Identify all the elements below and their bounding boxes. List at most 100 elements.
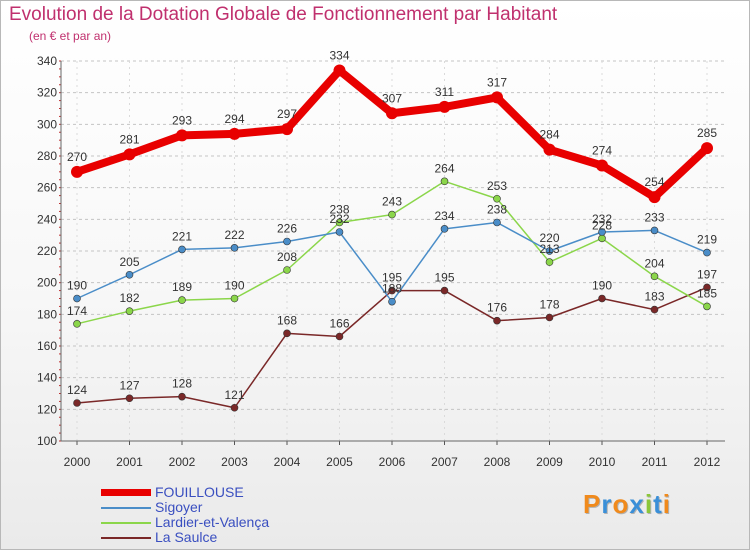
- data-label-lardier-et-valen-a: 238: [329, 203, 349, 217]
- data-label-lardier-et-valen-a: 182: [119, 291, 139, 305]
- data-point-lardier-et-valen-a: [493, 194, 501, 203]
- grid: [61, 60, 725, 442]
- x-tick-label: 2007: [431, 455, 458, 469]
- data-point-sigoyer: [178, 245, 186, 254]
- logo-letter: t: [653, 489, 663, 519]
- x-tick-label: 2010: [589, 455, 616, 469]
- data-point-sigoyer: [335, 228, 344, 236]
- data-point-lardier-et-valen-a: [230, 294, 239, 303]
- data-label-lardier-et-valen-a: 243: [382, 195, 402, 209]
- data-label-lardier-et-valen-a: 253: [487, 179, 507, 193]
- y-tick-label: 320: [37, 86, 57, 100]
- data-label-sigoyer: 234: [434, 209, 454, 223]
- y-tick-label: 120: [37, 402, 57, 416]
- data-label-la-saulce: 183: [644, 290, 664, 304]
- data-labels: 124 127 128 121 168 166 195 195 176 178 190 183 197 1…: [67, 49, 717, 402]
- y-tick-label: 200: [37, 276, 57, 290]
- data-label-fouillouse: 281: [119, 132, 139, 146]
- data-label-lardier-et-valen-a: 174: [67, 304, 87, 318]
- proxiti-logo: Proxiti: [583, 489, 671, 520]
- data-label-fouillouse: 311: [435, 85, 454, 99]
- data-point-lardier-et-valen-a: [388, 210, 396, 219]
- data-label-sigoyer: 219: [697, 233, 717, 247]
- x-tick-label: 2005: [326, 455, 353, 469]
- data-point-sigoyer: [388, 297, 396, 306]
- x-tick-label: 2006: [379, 455, 406, 469]
- data-label-sigoyer: 226: [277, 222, 297, 236]
- data-point-lardier-et-valen-a: [125, 307, 134, 315]
- y-tick-label: 140: [37, 371, 57, 385]
- y-tick-label: 240: [37, 212, 57, 226]
- data-label-la-saulce: 197: [697, 267, 717, 281]
- data-label-sigoyer: 188: [382, 282, 402, 296]
- data-point-lardier-et-valen-a: [703, 302, 711, 311]
- data-label-la-saulce: 168: [277, 313, 297, 327]
- logo-letter: i: [644, 489, 654, 519]
- data-label-la-saulce: 195: [382, 271, 402, 285]
- y-tick-label: 100: [37, 434, 57, 448]
- data-point-fouillouse: [71, 165, 83, 178]
- chart-title: Evolution de la Dotation Globale de Fonc…: [9, 4, 558, 25]
- legend-label: La Saulce: [155, 529, 218, 545]
- data-point-fouillouse: [438, 100, 451, 113]
- data-point-lardier-et-valen-a: [73, 320, 81, 328]
- data-label-lardier-et-valen-a: 264: [434, 161, 454, 175]
- data-label-la-saulce: 195: [434, 271, 454, 285]
- y-tick-label: 280: [37, 149, 57, 163]
- legend-label: Lardier-et-Valença: [155, 514, 270, 530]
- data-point-sigoyer: [493, 218, 501, 227]
- data-point-la-saulce: [73, 399, 81, 407]
- data-label-sigoyer: 232: [592, 212, 612, 226]
- x-tick-label: 2001: [116, 455, 143, 469]
- y-tick-label: 180: [37, 307, 57, 321]
- data-label-la-saulce: 124: [67, 383, 87, 397]
- data-point-fouillouse: [648, 191, 661, 204]
- data-point-la-saulce: [493, 316, 501, 325]
- data-label-fouillouse: 317: [487, 75, 507, 89]
- x-tick-label: 2002: [169, 455, 196, 469]
- data-label-lardier-et-valen-a: 208: [277, 250, 297, 264]
- legend-label: Sigoyer: [155, 499, 203, 515]
- data-label-la-saulce: 176: [487, 301, 507, 315]
- data-point-sigoyer: [650, 226, 659, 235]
- y-tick-label: 300: [37, 117, 57, 131]
- x-tick-label: 2011: [642, 455, 668, 469]
- legend-swatch: [101, 489, 151, 496]
- logo-letter: o: [612, 489, 630, 519]
- data-label-sigoyer: 190: [67, 279, 87, 293]
- data-point-fouillouse: [333, 64, 346, 77]
- y-tick-label: 160: [37, 339, 57, 353]
- logo-letter: i: [662, 489, 671, 519]
- data-label-fouillouse: 254: [644, 175, 664, 189]
- data-point-la-saulce: [178, 392, 186, 401]
- data-point-la-saulce: [703, 283, 711, 292]
- x-tick-label: 2000: [64, 455, 91, 469]
- data-label-fouillouse: 285: [697, 126, 717, 140]
- data-point-sigoyer: [283, 237, 291, 246]
- data-label-sigoyer: 205: [119, 255, 139, 269]
- data-point-sigoyer: [703, 248, 711, 257]
- y-tick-label: 260: [37, 181, 57, 195]
- data-point-la-saulce: [125, 394, 134, 403]
- data-label-fouillouse: 274: [592, 144, 612, 158]
- data-label-fouillouse: 334: [329, 49, 349, 63]
- data-label-fouillouse: 307: [382, 91, 402, 105]
- data-label-sigoyer: 222: [224, 228, 244, 242]
- chart-subtitle: (en € et par an): [29, 29, 112, 43]
- data-label-lardier-et-valen-a: 228: [592, 218, 612, 232]
- data-point-sigoyer: [125, 270, 134, 279]
- x-tick-label: 2004: [274, 455, 301, 469]
- data-point-fouillouse: [386, 107, 398, 120]
- data-point-lardier-et-valen-a: [283, 266, 291, 274]
- data-point-la-saulce: [335, 332, 344, 341]
- data-point-fouillouse: [491, 91, 503, 104]
- data-point-lardier-et-valen-a: [545, 258, 554, 266]
- logo-letter: x: [629, 489, 645, 519]
- data-point-sigoyer: [73, 294, 81, 303]
- data-label-lardier-et-valen-a: 204: [644, 256, 664, 270]
- y-tick-label: 340: [37, 54, 57, 68]
- data-label-sigoyer: 232: [329, 212, 349, 226]
- data-label-sigoyer: 233: [644, 210, 664, 224]
- data-point-sigoyer: [230, 244, 239, 252]
